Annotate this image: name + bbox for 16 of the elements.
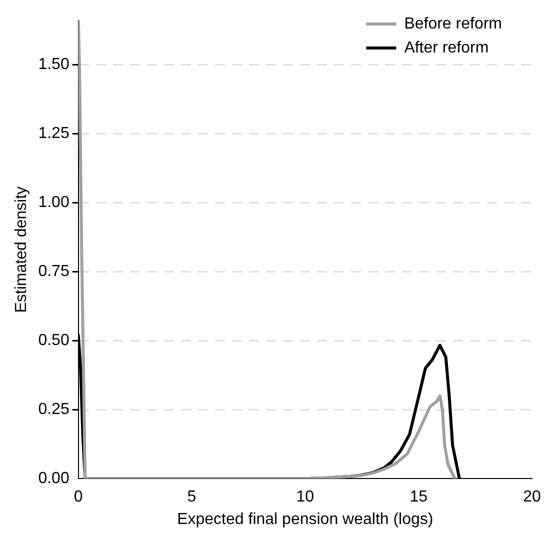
y-tick-label: 0.50 xyxy=(38,332,70,350)
x-tick-label: 20 xyxy=(523,488,541,506)
legend-label: After reform xyxy=(404,39,489,56)
x-tick-label: 15 xyxy=(410,488,428,506)
y-axis-title: Estimated density xyxy=(13,186,30,313)
y-tick-label: 0.00 xyxy=(38,470,70,488)
y-tick-label: 0.25 xyxy=(38,401,70,418)
legend-label: Before reform xyxy=(404,15,502,32)
x-tick-label: 10 xyxy=(296,488,314,506)
x-axis-title: Expected final pension wealth (logs) xyxy=(177,510,434,528)
x-tick-label: 5 xyxy=(187,488,196,506)
y-tick-label: 0.75 xyxy=(38,263,70,280)
y-tick-label: 1.25 xyxy=(38,125,70,142)
x-tick-label: 0 xyxy=(74,488,83,506)
y-tick-label: 1.50 xyxy=(38,56,70,74)
y-tick-label: 1.00 xyxy=(38,194,70,212)
